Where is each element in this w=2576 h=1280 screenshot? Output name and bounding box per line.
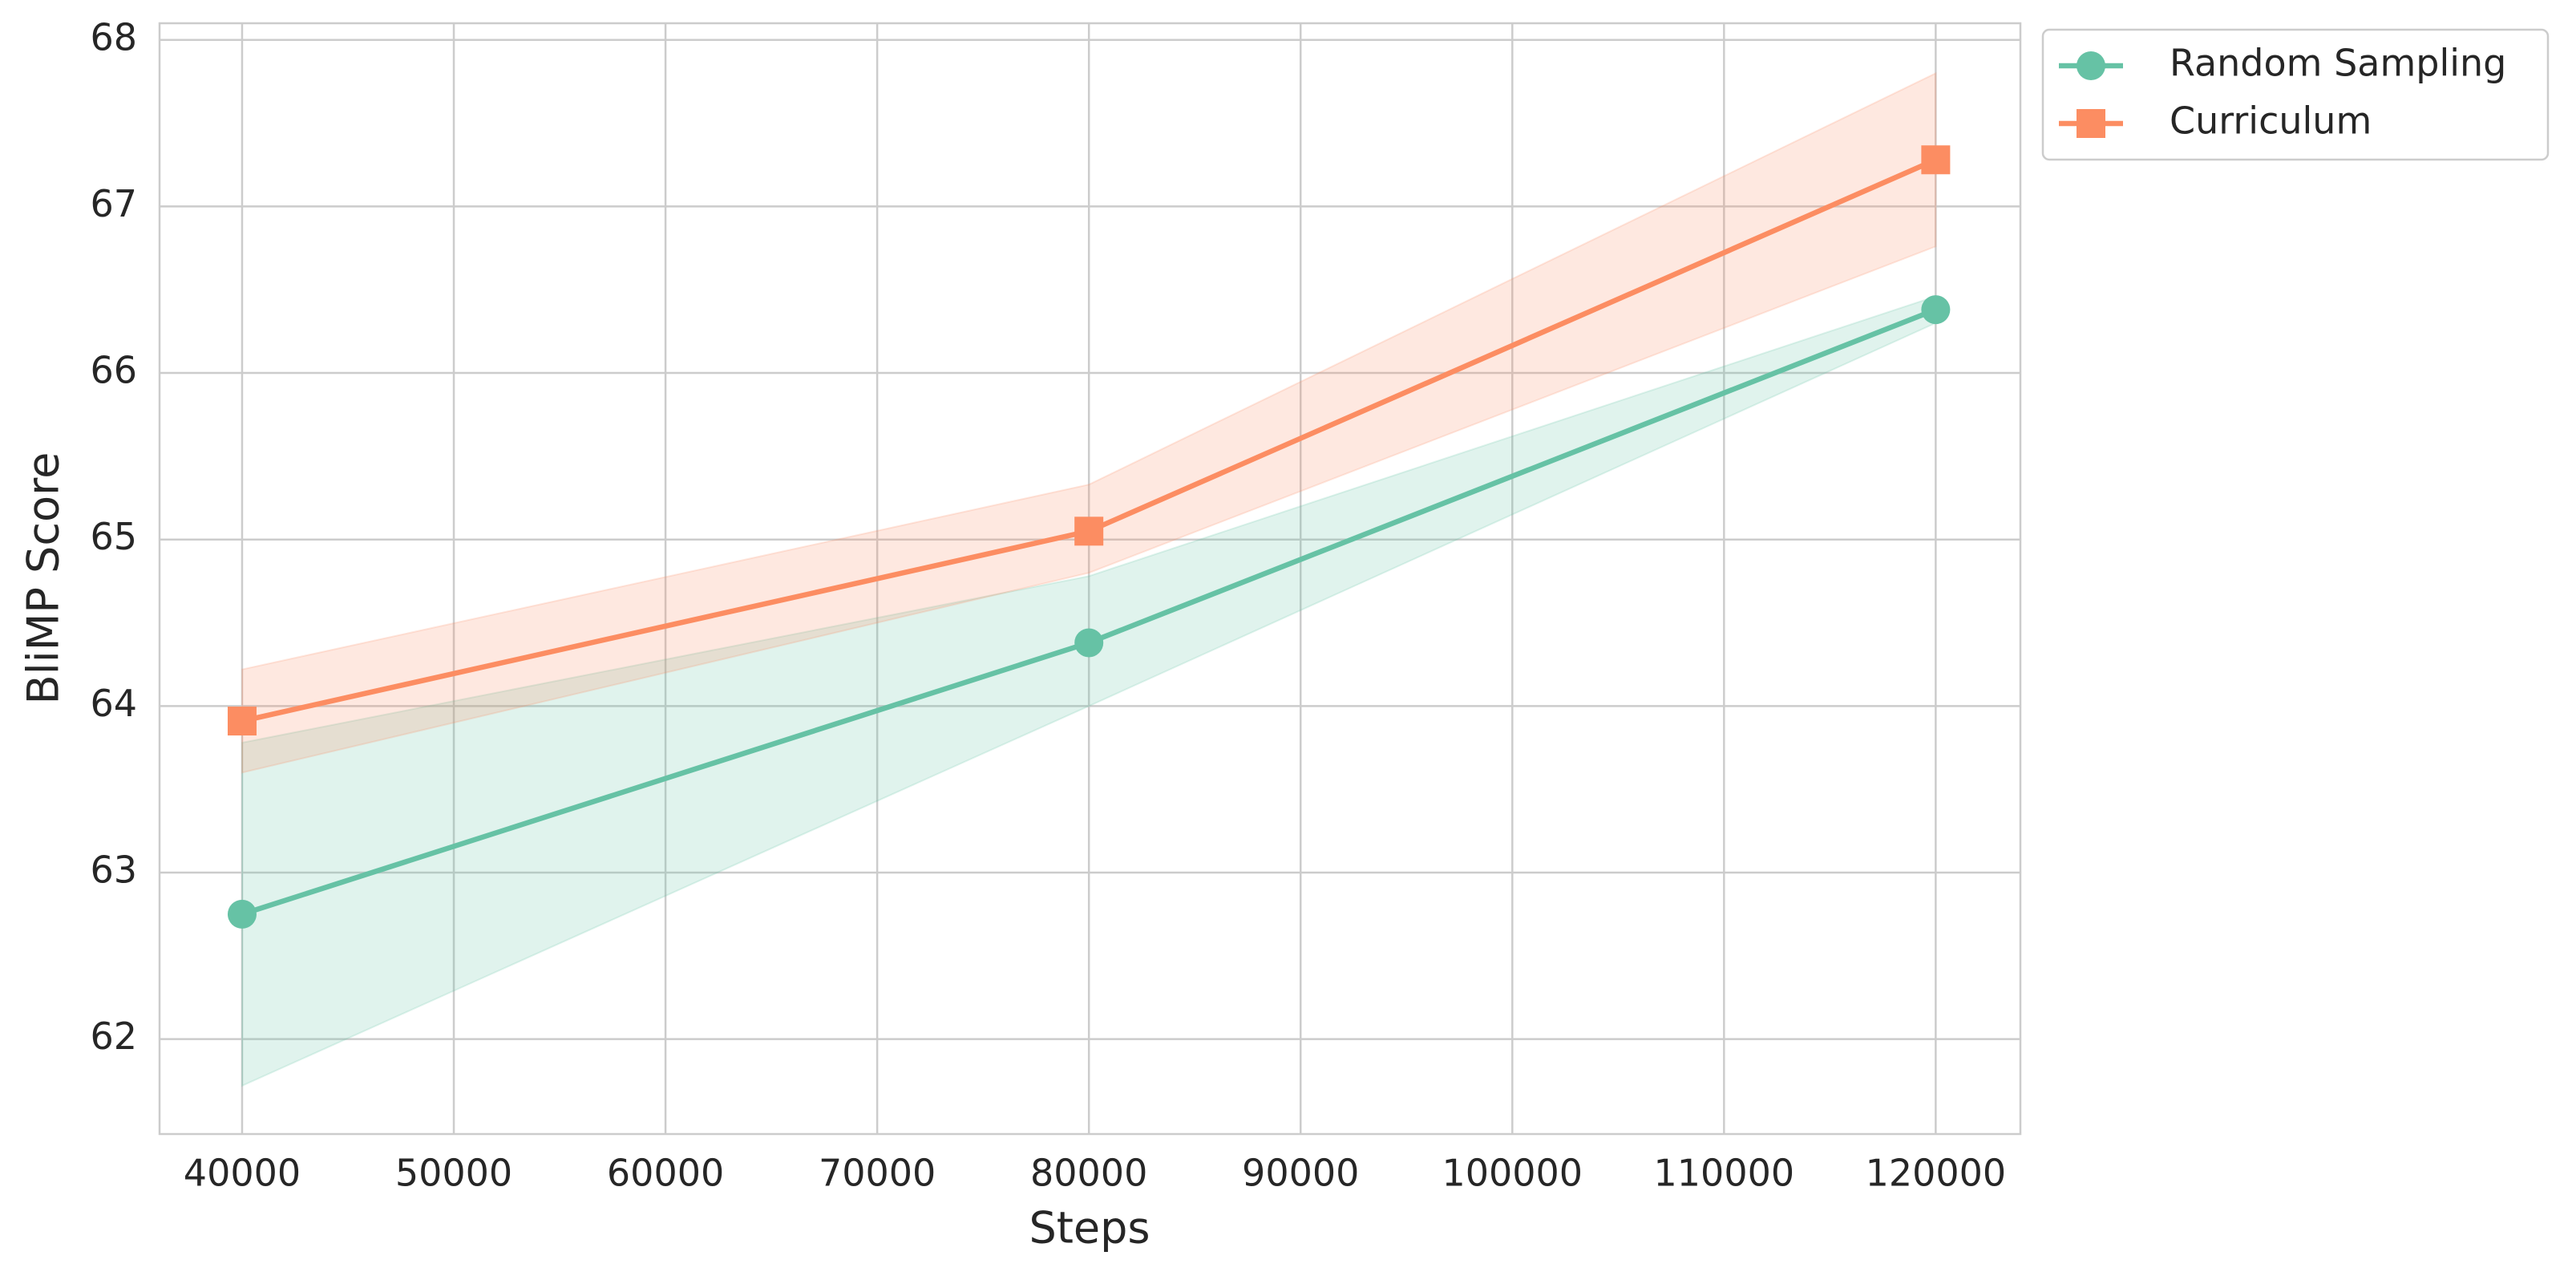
y-axis-label: BliMP Score [18, 452, 69, 705]
y-tick-label: 62 [90, 1015, 137, 1058]
y-tick-label: 68 [90, 15, 137, 59]
x-tick-label: 110000 [1654, 1152, 1795, 1195]
x-tick-label: 80000 [1030, 1152, 1147, 1195]
legend-marker [2077, 51, 2105, 80]
x-tick-label: 60000 [607, 1152, 724, 1195]
legend-box [2041, 28, 2550, 161]
plot-frame [158, 22, 2022, 1136]
confidence-band [241, 71, 1937, 774]
y-tick-label: 65 [90, 515, 137, 558]
x-tick-label: 50000 [395, 1152, 512, 1195]
x-tick-label: 120000 [1866, 1152, 2007, 1195]
legend-label: Random Sampling [2170, 42, 2506, 85]
marker [1074, 628, 1104, 658]
marker [1921, 295, 1951, 325]
marker [1074, 516, 1104, 546]
y-tick-label: 64 [90, 682, 137, 725]
grid [160, 23, 2020, 1134]
marker [227, 707, 257, 736]
x-tick-label: 70000 [819, 1152, 936, 1195]
marker [227, 899, 257, 929]
y-tick-label: 67 [90, 182, 137, 225]
x-tick-label: 40000 [184, 1152, 301, 1195]
y-tick-label: 66 [90, 349, 137, 392]
x-axis-label: Steps [1029, 1203, 1150, 1254]
legend-marker [2077, 109, 2105, 138]
marker [1921, 145, 1951, 175]
x-tick-label: 100000 [1442, 1152, 1583, 1195]
y-tick-label: 63 [90, 848, 137, 891]
x-tick-label: 90000 [1242, 1152, 1359, 1195]
legend-label: Curriculum [2170, 99, 2372, 143]
